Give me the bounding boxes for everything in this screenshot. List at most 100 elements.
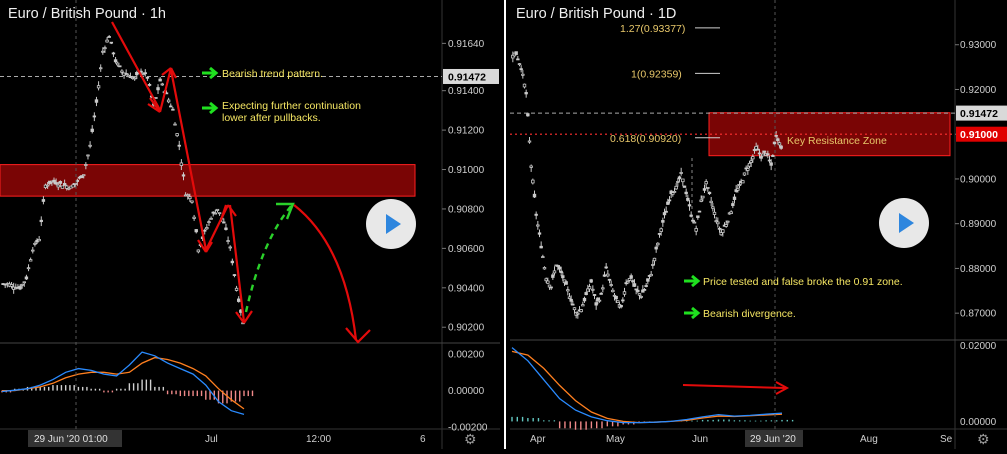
candle-body [120, 70, 124, 73]
candle-body [706, 187, 710, 189]
candle-body [9, 284, 14, 287]
chart-title: Euro / British Pound · 1D [516, 6, 676, 22]
y-tick-label: 0.91200 [448, 126, 485, 137]
candle-body [667, 199, 672, 202]
macd-line [511, 347, 783, 424]
candle-body [771, 155, 775, 157]
play-icon[interactable] [879, 198, 929, 248]
candle-body [534, 213, 538, 216]
candle-body [73, 183, 77, 185]
candle-body [105, 39, 109, 43]
candle-body [694, 228, 698, 232]
date-tag: 29 Jun '20 [750, 434, 796, 445]
candle-body [681, 178, 685, 183]
candle-body [175, 133, 179, 137]
candle-body [749, 160, 753, 163]
candle-body [228, 246, 232, 249]
candle-body [726, 220, 730, 223]
note-arrow-icon [202, 66, 219, 80]
y-tick-label: 0.90400 [448, 283, 485, 294]
candle-body [18, 286, 22, 290]
y-tick-label: 0.91000 [448, 165, 485, 176]
candle-body [169, 105, 173, 108]
candle-body [761, 153, 765, 157]
candle-body [71, 184, 75, 188]
candle-body [526, 113, 530, 117]
projection-arrowhead [345, 327, 371, 344]
candle-body [724, 224, 728, 227]
zone-label: Key Resistance Zone [787, 135, 887, 147]
projection-arrowhead [276, 202, 295, 220]
candle-body [704, 181, 708, 185]
candle-body [143, 72, 147, 75]
macd-signal-line [2, 356, 245, 410]
candle-body [707, 191, 712, 195]
candle-body [712, 211, 717, 215]
candle-body [546, 280, 550, 284]
note-arrow-head [691, 274, 701, 288]
candle-body [145, 76, 150, 79]
candle-body [569, 298, 573, 302]
candle-body [115, 62, 120, 66]
candle-body [541, 256, 545, 259]
candle-body [544, 278, 548, 282]
candle-body [101, 50, 105, 53]
note-arrow-head [209, 66, 219, 80]
candle-body [657, 233, 662, 235]
candle-body [646, 278, 650, 282]
candle-body [67, 187, 71, 190]
candle-body [637, 293, 642, 296]
candle-body [79, 175, 84, 179]
candle-body [205, 227, 209, 230]
candle-body [729, 211, 733, 214]
candle-body [576, 312, 580, 315]
marked-level-tag [956, 126, 1007, 142]
candle-body [607, 278, 612, 281]
candle-body [709, 200, 713, 204]
candle-body [556, 265, 560, 267]
candle-body [602, 274, 607, 277]
candle-body [656, 242, 660, 246]
trend-arrow [111, 21, 161, 111]
candle-body [664, 210, 668, 213]
candle-body [190, 200, 194, 203]
candle-body [92, 115, 97, 118]
trend-arrow [228, 204, 246, 323]
chart-title: Euro / British Pound · 1h [8, 6, 166, 22]
candle-body [621, 299, 625, 302]
candle-body [517, 63, 522, 66]
play-icon[interactable] [366, 199, 416, 249]
candle-body [619, 304, 623, 308]
candle-body [776, 138, 780, 142]
candle-body [24, 276, 29, 280]
trend-arrow [235, 311, 245, 324]
candle-body [746, 168, 750, 171]
candle-body [769, 162, 773, 166]
projection-drop [293, 204, 358, 341]
candle-body [519, 68, 523, 71]
candle-body [33, 242, 37, 245]
current-price-label: 0.91472 [448, 71, 486, 83]
candle-body [551, 274, 555, 278]
candle-body [672, 190, 677, 193]
fib-level-label: 1.27(0.93377) [620, 23, 685, 35]
candle-body [676, 181, 680, 183]
macd-tick-label: 0.00200 [448, 349, 485, 360]
candle-body [697, 210, 702, 213]
candle-body [132, 77, 137, 80]
candle-body [759, 156, 763, 159]
resistance-zone [708, 112, 951, 157]
x-tick-label: Se [940, 434, 953, 445]
note-arrow-icon [684, 306, 701, 320]
candle-body [94, 99, 99, 103]
candle-body [772, 141, 777, 145]
divergence-arrowhead [775, 381, 790, 395]
candle-body [701, 195, 705, 199]
candle-body [37, 239, 41, 242]
candle-body [721, 229, 725, 233]
candle-body [731, 203, 735, 206]
candle-body [649, 273, 653, 277]
candle-body [606, 273, 610, 277]
